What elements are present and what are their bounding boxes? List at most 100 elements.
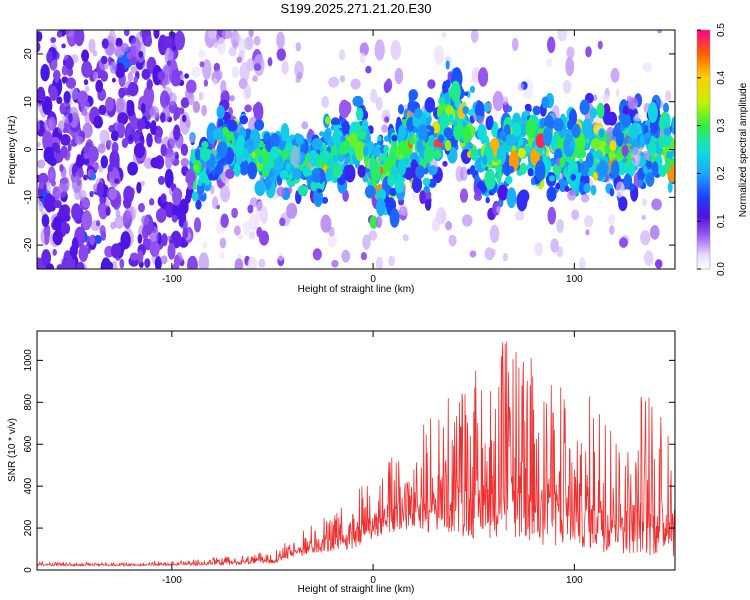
spectral-cell — [198, 91, 204, 101]
x-tick-label: 0 — [370, 575, 376, 586]
spectral-cell — [628, 183, 635, 191]
colorbar-label: Normalized spectral amplitude — [738, 82, 749, 217]
spectral-cell — [665, 90, 672, 102]
spectral-cell — [478, 67, 489, 87]
spectral-cell — [664, 113, 671, 127]
spectral-cell — [189, 135, 195, 143]
spectral-cell — [37, 159, 46, 169]
spectral-cell — [291, 168, 302, 180]
spectral-cell — [323, 129, 331, 142]
spectral-cell — [394, 176, 404, 194]
spectral-cell — [414, 107, 423, 119]
spectral-cell — [42, 130, 53, 152]
spectral-cell — [276, 48, 286, 61]
spectral-cell — [582, 118, 593, 138]
spectral-cell — [117, 112, 129, 125]
spectral-cell — [222, 30, 232, 40]
spectral-cell — [619, 237, 628, 248]
spectral-cell — [156, 136, 162, 144]
spectral-cell — [60, 145, 68, 159]
spectral-cell — [45, 183, 52, 194]
spectral-cell — [634, 113, 642, 122]
colorbar: 0.0 0.1 0.2 0.3 0.4 0.5 Normalized spectral a… — [696, 23, 749, 276]
spectral-cell — [344, 156, 351, 163]
spectral-cell — [46, 50, 53, 64]
spectral-cell — [140, 181, 145, 186]
spectral-cell — [249, 197, 258, 208]
spectral-cell — [248, 214, 259, 231]
spectral-cell — [47, 172, 55, 180]
spectral-cell — [286, 162, 291, 172]
spectral-cell — [566, 46, 575, 59]
spectral-cell — [237, 233, 244, 240]
spectral-cell — [562, 80, 572, 94]
spectral-cell — [231, 65, 239, 79]
spectral-cell — [89, 169, 94, 176]
spectral-cell — [100, 230, 107, 241]
spectral-cell — [565, 56, 575, 77]
spectral-cell — [296, 71, 303, 80]
spectral-cell — [629, 123, 639, 140]
spectral-cell — [99, 129, 110, 144]
y-tick-label: 1000 — [23, 349, 34, 372]
spectral-cell — [199, 171, 208, 184]
spectral-cell — [65, 57, 74, 70]
spectral-cell — [220, 80, 227, 94]
spectral-cell — [205, 168, 210, 176]
spectral-cell — [663, 102, 669, 114]
spectral-cell — [242, 220, 251, 236]
spectral-cell — [210, 185, 215, 195]
spectral-cell — [525, 118, 537, 139]
spectral-cell — [477, 123, 487, 141]
spectral-cell — [589, 107, 598, 119]
spectral-cell — [161, 233, 168, 247]
spectral-cell — [332, 163, 343, 179]
spectral-cell — [37, 86, 46, 105]
spectral-cell — [80, 107, 88, 116]
spectral-cell — [180, 143, 188, 156]
spectral-cell — [62, 213, 71, 222]
spectral-cell — [433, 45, 444, 66]
spectral-cell — [590, 138, 601, 150]
spectral-cell — [641, 214, 646, 221]
spectral-cell — [570, 173, 576, 181]
spectral-cell — [238, 38, 248, 54]
spectral-cell — [342, 120, 350, 135]
spectral-cell — [382, 161, 392, 173]
spectral-cell — [609, 140, 617, 152]
spectral-cell — [244, 84, 252, 99]
spectral-cell — [228, 46, 237, 57]
spectral-cell — [200, 148, 211, 162]
spectral-cell — [97, 143, 106, 154]
y-tick-label: 20 — [23, 48, 34, 60]
spectral-cell — [642, 198, 647, 207]
spectral-cell — [178, 107, 185, 115]
x-tick-label: 100 — [566, 274, 583, 285]
spectral-cell — [149, 198, 155, 206]
spectral-cell — [287, 186, 293, 194]
spectral-cell — [74, 135, 84, 145]
spectral-cell — [105, 97, 114, 112]
spectral-cell — [111, 130, 119, 142]
spectral-cell — [527, 168, 534, 177]
spectral-cell — [83, 174, 88, 181]
spectral-cell — [41, 249, 51, 267]
spectral-cell — [492, 91, 504, 111]
spectral-cell — [331, 260, 339, 268]
spectral-cell — [81, 49, 89, 62]
colorbar-ticks: 0.0 0.1 0.2 0.3 0.4 0.5 — [697, 23, 727, 276]
spectral-cell — [571, 209, 580, 221]
spectral-cell — [164, 168, 174, 189]
spectral-cell — [583, 183, 591, 193]
spectral-cell — [42, 96, 53, 115]
spectral-cell — [149, 241, 160, 257]
spectral-cell — [390, 151, 396, 160]
spectral-cell — [631, 146, 641, 167]
spectral-cell — [89, 235, 95, 246]
spectral-cell — [167, 60, 171, 67]
spectral-cell — [520, 122, 528, 136]
spectral-cell — [511, 145, 517, 154]
spectral-cell — [164, 95, 170, 106]
spectral-cell — [570, 140, 576, 150]
spectral-cell — [126, 104, 135, 117]
